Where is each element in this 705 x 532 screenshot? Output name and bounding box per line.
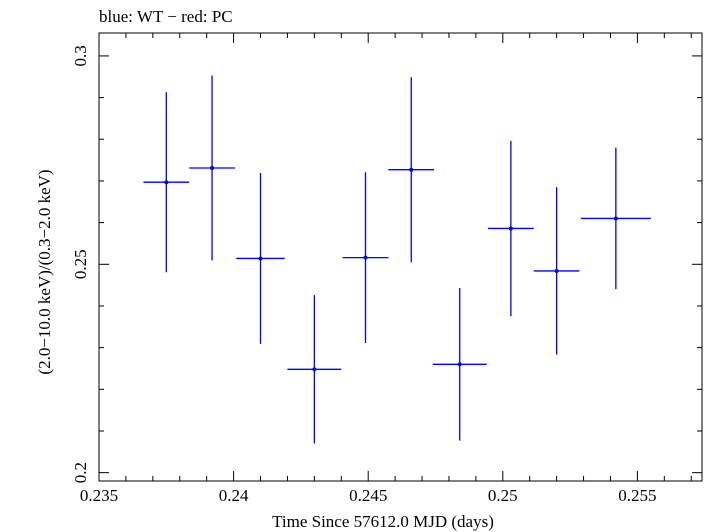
point-marker [508,226,513,231]
plot-frame [98,32,703,482]
point-marker [457,362,462,367]
x-tick-label: 0.245 [349,486,387,505]
y-axis-label: (2.0−10.0 keV)/(0.3−2.0 keV) [35,169,54,374]
data-point [388,77,435,263]
data-point [236,173,285,344]
point-marker [312,367,317,372]
y-tick-label: 0.25 [71,249,90,279]
x-tick-label: 0.255 [618,486,656,505]
x-axis-label: Time Since 57612.0 MJD (days) [272,512,494,531]
x-tick-label: 0.24 [219,486,249,505]
axis-ticks [98,33,702,481]
data-point [143,92,190,273]
data-point [487,140,534,316]
x-tick-label: 0.235 [80,486,118,505]
point-marker [613,216,618,221]
data-point [342,172,389,344]
data-point [287,295,342,444]
point-marker [164,180,169,185]
x-tick-label: 0.25 [488,486,518,505]
data-point [189,75,235,261]
axis-tick-labels: 0.235 0.24 0.245 0.25 0.255 0.2 0.25 0.3 [71,45,657,505]
y-tick-label: 0.2 [71,462,90,483]
chart-title: blue: WT − red: PC [99,7,233,26]
data-point [533,187,580,355]
point-marker [363,255,368,260]
y-tick-label: 0.3 [71,45,90,66]
point-marker [258,256,263,261]
data-point [432,288,487,441]
point-marker [554,268,559,273]
data-points [143,75,651,444]
data-point [580,147,651,290]
point-marker [409,167,414,172]
point-marker [210,166,215,171]
